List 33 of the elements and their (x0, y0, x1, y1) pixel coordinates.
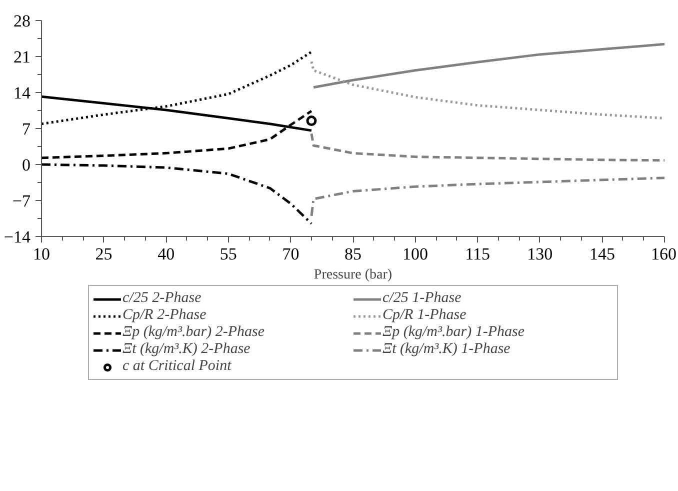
x-tick-label: 160 (651, 244, 676, 264)
legend-label: Ξt (kg/m³.K) 2-Phase (122, 341, 252, 358)
legend-label: c at Critical Point (122, 358, 232, 375)
x-tick-label: 25 (95, 244, 112, 264)
x-tick-label: 100 (402, 244, 428, 264)
line-series (312, 42, 664, 89)
x-tick-label: 85 (344, 244, 362, 264)
line-series (310, 60, 664, 120)
line-series (310, 132, 664, 162)
legend-label: Cp/R 1-Phase (382, 307, 468, 324)
x-tick-label: 10 (33, 244, 50, 264)
legend-label: c/25 1-Phase (382, 290, 462, 307)
y-tick-label: 21 (14, 48, 30, 66)
y-tick-label: 7 (22, 120, 31, 138)
x-tick-label: 145 (589, 244, 615, 264)
y-tick-label: −7 (12, 192, 31, 210)
line-series (42, 163, 313, 225)
y-tick-label: 0 (22, 156, 30, 174)
y-tick-label: 28 (14, 12, 30, 30)
legend-label: c/25 2-Phase (122, 290, 202, 307)
y-tick-label: 14 (14, 84, 31, 102)
legend-label: Ξp (kg/m³.bar) 1-Phase (382, 324, 526, 341)
x-axis-title: Pressure (bar) (314, 268, 392, 282)
x-tick-label: 70 (282, 244, 300, 264)
x-tick-label: 55 (220, 244, 237, 264)
y-tick-label: −14 (4, 228, 31, 246)
legend-label: Ξt (kg/m³.K) 1-Phase (382, 341, 512, 358)
line-series (310, 176, 664, 218)
x-tick-label: 40 (158, 244, 175, 264)
legend-label: Ξp (kg/m³.bar) 2-Phase (122, 324, 266, 341)
x-tick-label: 130 (527, 244, 553, 264)
x-tick-label: 115 (465, 244, 490, 264)
legend-label: Cp/R 2-Phase (122, 307, 208, 324)
